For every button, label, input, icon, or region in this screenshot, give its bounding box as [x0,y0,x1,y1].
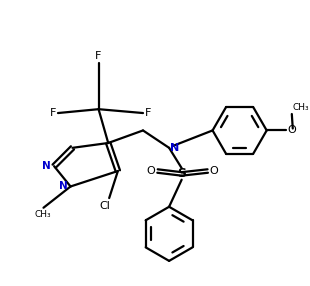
Text: N: N [42,161,51,171]
Text: S: S [177,167,186,180]
Text: F: F [50,108,56,118]
Text: CH₃: CH₃ [34,210,51,219]
Text: N: N [59,182,68,192]
Text: O: O [210,166,219,176]
Text: Cl: Cl [99,201,110,211]
Text: N: N [170,143,179,153]
Text: O: O [147,166,156,176]
Text: CH₃: CH₃ [293,103,309,112]
Text: O: O [287,126,296,136]
Text: F: F [95,51,102,61]
Text: F: F [145,108,151,118]
